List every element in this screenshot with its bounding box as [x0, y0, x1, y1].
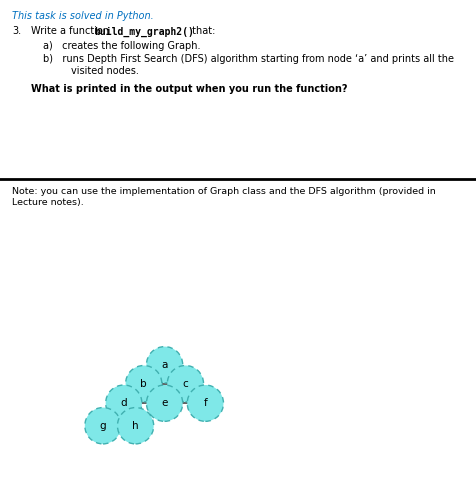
Text: build_my_graph2(): build_my_graph2() [94, 26, 194, 36]
Circle shape [85, 408, 121, 444]
Text: b)   runs Depth First Search (DFS) algorithm starting from node ‘a’ and prints a: b) runs Depth First Search (DFS) algorit… [43, 54, 453, 64]
Text: b: b [140, 379, 147, 389]
Text: a: a [161, 360, 168, 370]
Text: What is printed in the output when you run the function?: What is printed in the output when you r… [31, 84, 347, 94]
Circle shape [117, 408, 153, 444]
Circle shape [146, 347, 182, 383]
Text: e: e [161, 398, 168, 408]
Circle shape [106, 385, 142, 421]
Text: a)   creates the following Graph.: a) creates the following Graph. [43, 41, 200, 51]
Text: h: h [132, 421, 139, 431]
Text: d: d [120, 398, 127, 408]
Text: Note: you can use the implementation of Graph class and the DFS algorithm (provi: Note: you can use the implementation of … [12, 187, 435, 207]
Text: visited nodes.: visited nodes. [70, 66, 138, 76]
Circle shape [125, 366, 161, 402]
Text: f: f [203, 398, 207, 408]
Text: c: c [182, 379, 188, 389]
Text: g: g [99, 421, 106, 431]
Circle shape [167, 366, 203, 402]
Circle shape [187, 385, 223, 421]
Text: Write a function: Write a function [31, 26, 112, 36]
Text: that:: that: [189, 26, 215, 36]
Text: 3.: 3. [12, 26, 21, 36]
Circle shape [146, 385, 182, 421]
Text: This task is solved in Python.: This task is solved in Python. [12, 11, 153, 21]
